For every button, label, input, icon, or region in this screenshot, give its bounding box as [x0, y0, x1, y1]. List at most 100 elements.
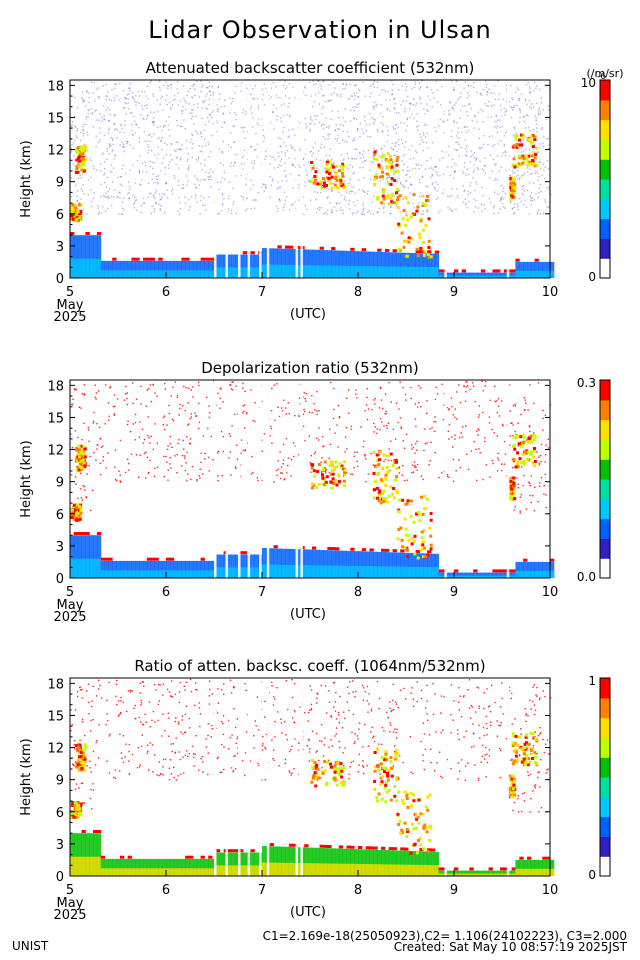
data-gap — [444, 380, 447, 578]
noise-speck — [375, 105, 377, 107]
near-surface-cell — [116, 570, 121, 578]
noise-speck — [339, 746, 341, 749]
noise-speck — [505, 108, 507, 111]
cloud-cell — [423, 494, 427, 498]
cloud-cell — [339, 164, 343, 168]
noise-speck — [125, 393, 127, 395]
near-surface-cell — [488, 275, 493, 278]
noise-speck — [431, 173, 433, 176]
cloud-cell — [527, 138, 531, 141]
near-surface-cell — [96, 258, 102, 278]
noise-speck — [188, 423, 190, 425]
noise-speck — [473, 198, 475, 200]
noise-speck — [520, 200, 522, 203]
noise-speck — [463, 385, 465, 387]
noise-speck — [276, 210, 279, 213]
noise-speck — [430, 89, 432, 91]
noise-speck — [200, 461, 202, 463]
noise-speck — [546, 206, 548, 208]
cloud-cell — [81, 458, 85, 462]
noise-speck — [354, 95, 356, 97]
noise-speck — [509, 384, 511, 386]
noise-speck — [464, 126, 466, 128]
noise-speck — [71, 126, 73, 129]
noise-speck — [402, 198, 404, 200]
noise-speck — [313, 101, 316, 103]
noise-speck — [452, 446, 454, 448]
cloud-cell — [535, 164, 539, 167]
noise-speck — [253, 98, 255, 100]
cloud-cell — [396, 537, 400, 541]
noise-speck — [327, 209, 329, 211]
near-surface-cell — [515, 270, 520, 278]
noise-speck — [191, 97, 193, 99]
noise-speck — [194, 88, 196, 90]
noise-speck — [539, 143, 541, 145]
noise-speck — [163, 211, 166, 214]
noise-speck — [217, 451, 219, 454]
noise-speck — [183, 119, 185, 121]
noise-speck — [328, 457, 330, 460]
noise-speck — [385, 410, 387, 413]
noise-speck — [132, 97, 134, 99]
cloud-cell — [529, 440, 533, 444]
noise-speck — [166, 94, 168, 97]
noise-speck — [234, 111, 236, 114]
noise-speck — [245, 183, 247, 186]
noise-speck — [388, 174, 390, 177]
noise-speck — [544, 166, 547, 168]
boundary-layer-cell — [457, 272, 463, 278]
boundary-layer-cell — [480, 272, 486, 278]
noise-speck — [496, 125, 499, 127]
noise-speck — [187, 90, 189, 93]
layer-top-cell — [461, 269, 466, 273]
noise-speck — [231, 100, 233, 103]
noise-speck — [82, 91, 84, 93]
layer-top-cell — [112, 257, 117, 261]
near-surface-cell — [354, 565, 359, 578]
noise-speck — [457, 762, 460, 764]
noise-speck — [382, 123, 385, 126]
noise-speck — [399, 417, 402, 419]
noise-speck — [72, 141, 74, 144]
noise-speck — [181, 465, 183, 467]
noise-speck — [87, 149, 89, 152]
boundary-layer-cell — [457, 572, 463, 578]
noise-speck — [426, 209, 429, 211]
noise-speck — [290, 204, 293, 206]
noise-speck — [303, 392, 305, 394]
near-surface-cell — [215, 567, 221, 578]
noise-speck — [115, 95, 118, 97]
noise-speck — [284, 407, 287, 409]
cloud-cell — [75, 167, 79, 171]
noise-speck — [324, 167, 326, 170]
noise-speck — [161, 137, 163, 140]
noise-speck — [217, 107, 219, 109]
noise-speck — [316, 115, 318, 117]
cloud-cell — [422, 528, 426, 532]
noise-speck — [170, 83, 172, 85]
noise-speck — [204, 99, 206, 102]
noise-speck — [420, 406, 422, 408]
noise-speck — [365, 404, 368, 406]
noise-speck — [114, 87, 116, 90]
cloud-cell — [75, 518, 79, 522]
noise-speck — [261, 186, 263, 189]
noise-speck — [396, 141, 398, 144]
boundary-layer-cell — [277, 548, 282, 578]
boundary-layer-cell — [534, 561, 539, 578]
noise-speck — [304, 87, 306, 89]
boundary-layer-cell — [143, 560, 148, 578]
noise-speck — [476, 91, 478, 94]
noise-speck — [437, 183, 439, 185]
boundary-layer-cell — [388, 552, 393, 578]
noise-speck — [284, 154, 287, 157]
noise-speck — [481, 210, 483, 212]
noise-speck — [320, 191, 322, 194]
noise-speck — [477, 111, 480, 113]
noise-speck — [111, 151, 113, 153]
noise-speck — [110, 145, 112, 147]
noise-speck — [147, 152, 149, 154]
noise-speck — [81, 499, 84, 501]
noise-speck — [494, 191, 496, 193]
